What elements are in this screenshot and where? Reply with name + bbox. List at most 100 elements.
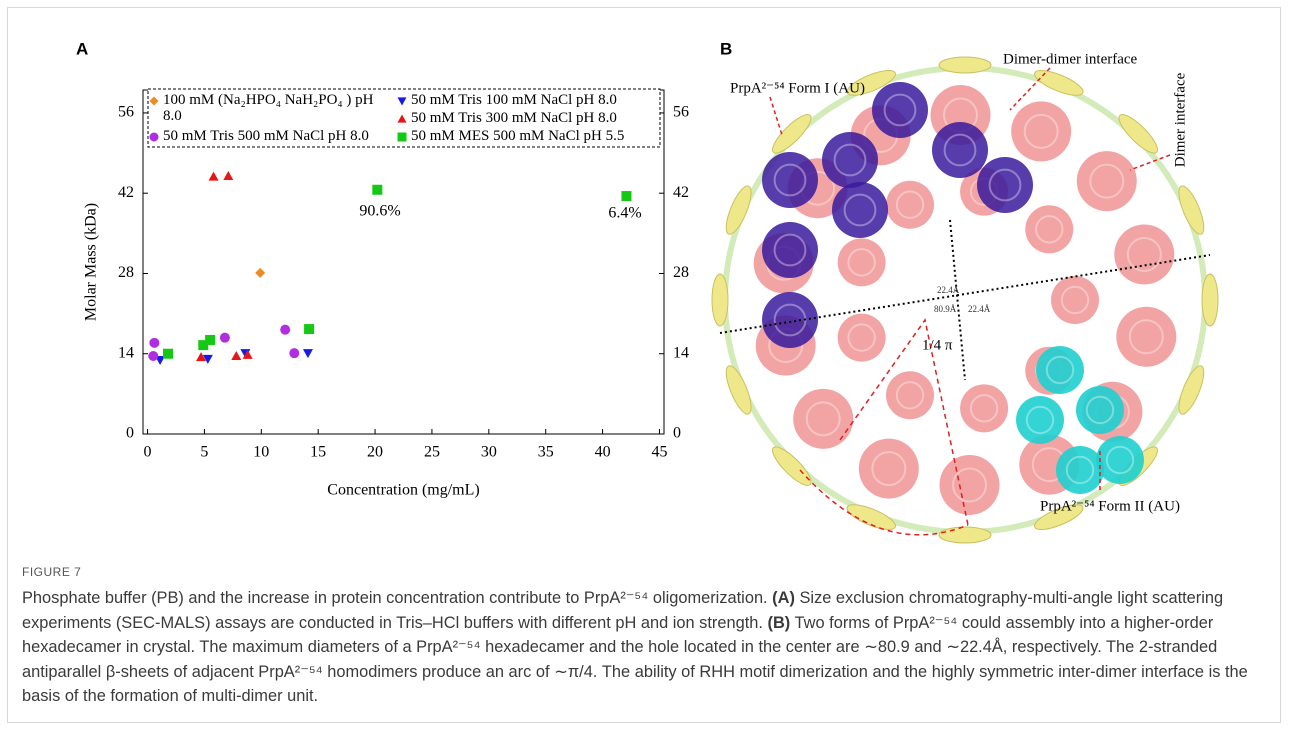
helix-core [773, 233, 807, 267]
helix-core [843, 193, 877, 227]
helix [1011, 101, 1072, 162]
helix-core [1089, 163, 1125, 199]
structure-label: 22.4Å [968, 304, 991, 314]
y2-tick-label: 14 [673, 344, 689, 361]
legend-marker [397, 132, 407, 142]
marker [397, 114, 407, 123]
x-tick-label: 20 [367, 444, 383, 461]
helix [1116, 306, 1177, 367]
marker [289, 348, 300, 359]
marker [196, 352, 207, 362]
caption-text: Two forms of PrpA²⁻⁵⁴ could assembly int… [22, 613, 1248, 706]
helix-core [1045, 355, 1075, 385]
structure-label: 22.4Å [937, 285, 960, 295]
helix [1051, 276, 1099, 324]
legend-label: 100 mM (Na₂HPO₄ NaH₂PO₄ ) pH 8.0 [163, 92, 374, 124]
marker [621, 191, 632, 202]
helix [1025, 205, 1074, 254]
helix-core [895, 381, 925, 410]
marker [372, 184, 383, 195]
helix [1096, 436, 1144, 484]
beta-sheet [938, 526, 992, 544]
caption-text: Size exclusion chromatography-multi-angl… [22, 589, 1224, 632]
caption-text: Phosphate buffer (PB) and the increase i… [22, 589, 773, 607]
marker [149, 337, 160, 348]
legend-label: 50 mM Tris 300 mM NaCl pH 8.0 [411, 110, 617, 126]
helix [886, 180, 934, 229]
panel-label: B [720, 39, 732, 58]
helix-core [969, 394, 999, 423]
marker [149, 96, 159, 106]
structure-label: Dimer interface [1172, 72, 1188, 167]
helix [837, 313, 886, 362]
legend-entry: 50 mM Tris 300 mM NaCl pH 8.0 [396, 110, 656, 126]
marker [149, 132, 159, 142]
arc-line [799, 318, 969, 536]
x-tick-label: 25 [424, 444, 440, 461]
beta-sheet [846, 504, 896, 531]
helix [858, 438, 919, 499]
helix-core [1105, 445, 1135, 475]
x-tick-label: 15 [310, 444, 326, 461]
helix [960, 384, 1009, 433]
x-tick-label: 35 [538, 444, 554, 461]
x-axis-label: Concentration (mg/mL) [327, 482, 479, 499]
legend-marker [149, 96, 159, 106]
beta-sheet [725, 365, 752, 415]
legend-entry: 50 mM MES 500 mM NaCl pH 5.5 [396, 128, 656, 144]
helix-core [952, 467, 988, 503]
y2-tick-label: 0 [673, 425, 681, 442]
beta-sheet [846, 69, 896, 96]
helix [886, 371, 934, 420]
legend-label: 50 mM Tris 500 mM NaCl pH 8.0 [163, 128, 369, 144]
beta-sheet [1034, 504, 1084, 531]
beta-sheet [1034, 69, 1084, 96]
hole-line [949, 219, 966, 381]
helix [1076, 151, 1137, 212]
marker [198, 340, 209, 351]
helix-core [833, 143, 867, 177]
helix [1114, 224, 1175, 285]
figure: A B PrpA²⁻⁵⁴ Form I (AU) Dimer-dimer int… [76, 39, 1219, 544]
arrow [769, 67, 1171, 490]
y-axis-label: Molar Mass (kDa) [83, 203, 100, 321]
helix [1076, 386, 1124, 434]
helix-core [943, 133, 977, 167]
structure-label: 80.9Å [934, 304, 957, 314]
legend-entry: 50 mM Tris 100 mM NaCl pH 8.0 [396, 92, 656, 108]
helix [939, 454, 1000, 515]
marker [163, 348, 174, 359]
helix [832, 182, 888, 238]
y2-tick-label: 28 [673, 264, 689, 281]
caption-text: (A) [772, 589, 795, 607]
caption-text: (B) [767, 613, 791, 632]
helix-core [883, 93, 917, 127]
helix-core [1025, 405, 1055, 435]
structure-label: PrpA²⁻⁵⁴ Form I (AU) [730, 80, 865, 96]
marker [280, 324, 291, 335]
helix [762, 152, 818, 208]
panel-label: A [76, 39, 88, 58]
marker [397, 132, 407, 142]
helix-core [1065, 455, 1095, 485]
marker [219, 332, 230, 343]
structure-label: Dimer-dimer interface [1003, 51, 1138, 67]
caption-title: FIGURE 7 [22, 565, 82, 579]
x-tick-label: 5 [200, 444, 208, 461]
y-tick-label: 28 [118, 264, 134, 281]
beta-sheet [1178, 365, 1205, 415]
figure-frame [7, 7, 1281, 723]
helix [1056, 446, 1104, 494]
marker [231, 351, 242, 361]
helix-core [847, 323, 876, 352]
legend-marker [397, 114, 407, 123]
marker [302, 349, 313, 359]
legend-label: 50 mM Tris 100 mM NaCl pH 8.0 [411, 92, 617, 108]
marker [202, 354, 213, 364]
x-tick-label: 40 [595, 444, 611, 461]
helix-core [1085, 395, 1115, 425]
beta-sheet [772, 446, 812, 486]
y2-tick-label: 42 [673, 184, 689, 201]
x-tick-label: 10 [253, 444, 269, 461]
